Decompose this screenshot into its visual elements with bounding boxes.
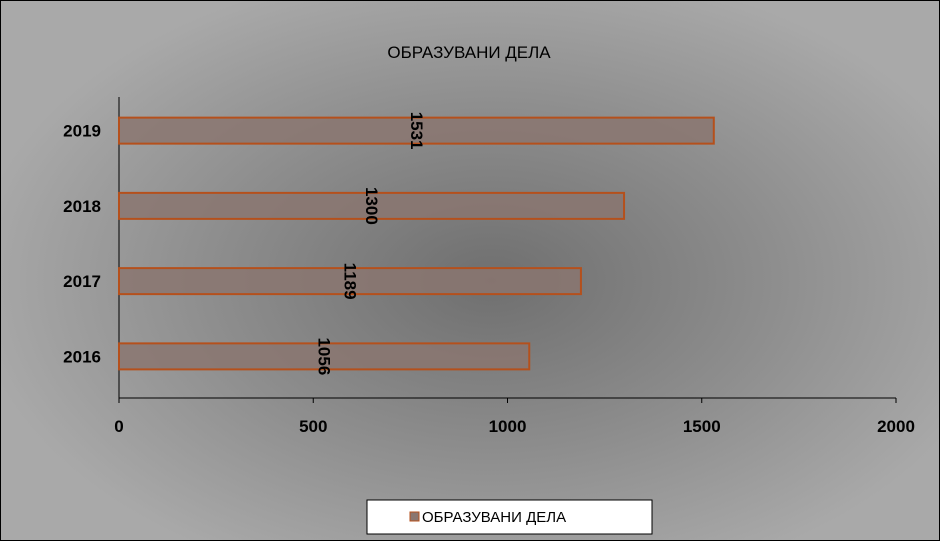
data-label-2016: 1056 [315, 337, 334, 375]
bar-2018 [118, 191, 626, 220]
category-label-2016: 2016 [63, 347, 101, 366]
x-tick-label: 1500 [683, 417, 721, 436]
legend-label: ОБРАЗУВАНИ ДЕЛА [422, 509, 566, 526]
bar-2017 [118, 267, 582, 296]
data-labels: 1056 1189 1300 1531 [315, 112, 426, 376]
category-label-2019: 2019 [63, 122, 101, 141]
chart-title: ОБРАЗУВАНИ ДЕЛА [387, 43, 551, 62]
x-tick-label: 1000 [489, 417, 527, 436]
category-labels: 2016 2017 2018 2019 [63, 122, 101, 367]
x-tick-label: 500 [299, 417, 327, 436]
category-label-2017: 2017 [63, 272, 101, 291]
data-label-2019: 1531 [407, 112, 426, 150]
x-tick-label: 0 [114, 417, 123, 436]
data-label-2018: 1300 [362, 187, 381, 225]
legend: ОБРАЗУВАНИ ДЕЛА [366, 499, 653, 535]
bar-2019 [118, 116, 715, 145]
bars [118, 116, 715, 371]
data-label-2017: 1189 [340, 263, 359, 300]
legend-marker [409, 511, 420, 522]
bar-2016 [118, 342, 531, 371]
x-tick-labels: 0 500 1000 1500 2000 [114, 417, 915, 436]
x-tick-label: 2000 [877, 417, 915, 436]
category-label-2018: 2018 [63, 197, 101, 216]
